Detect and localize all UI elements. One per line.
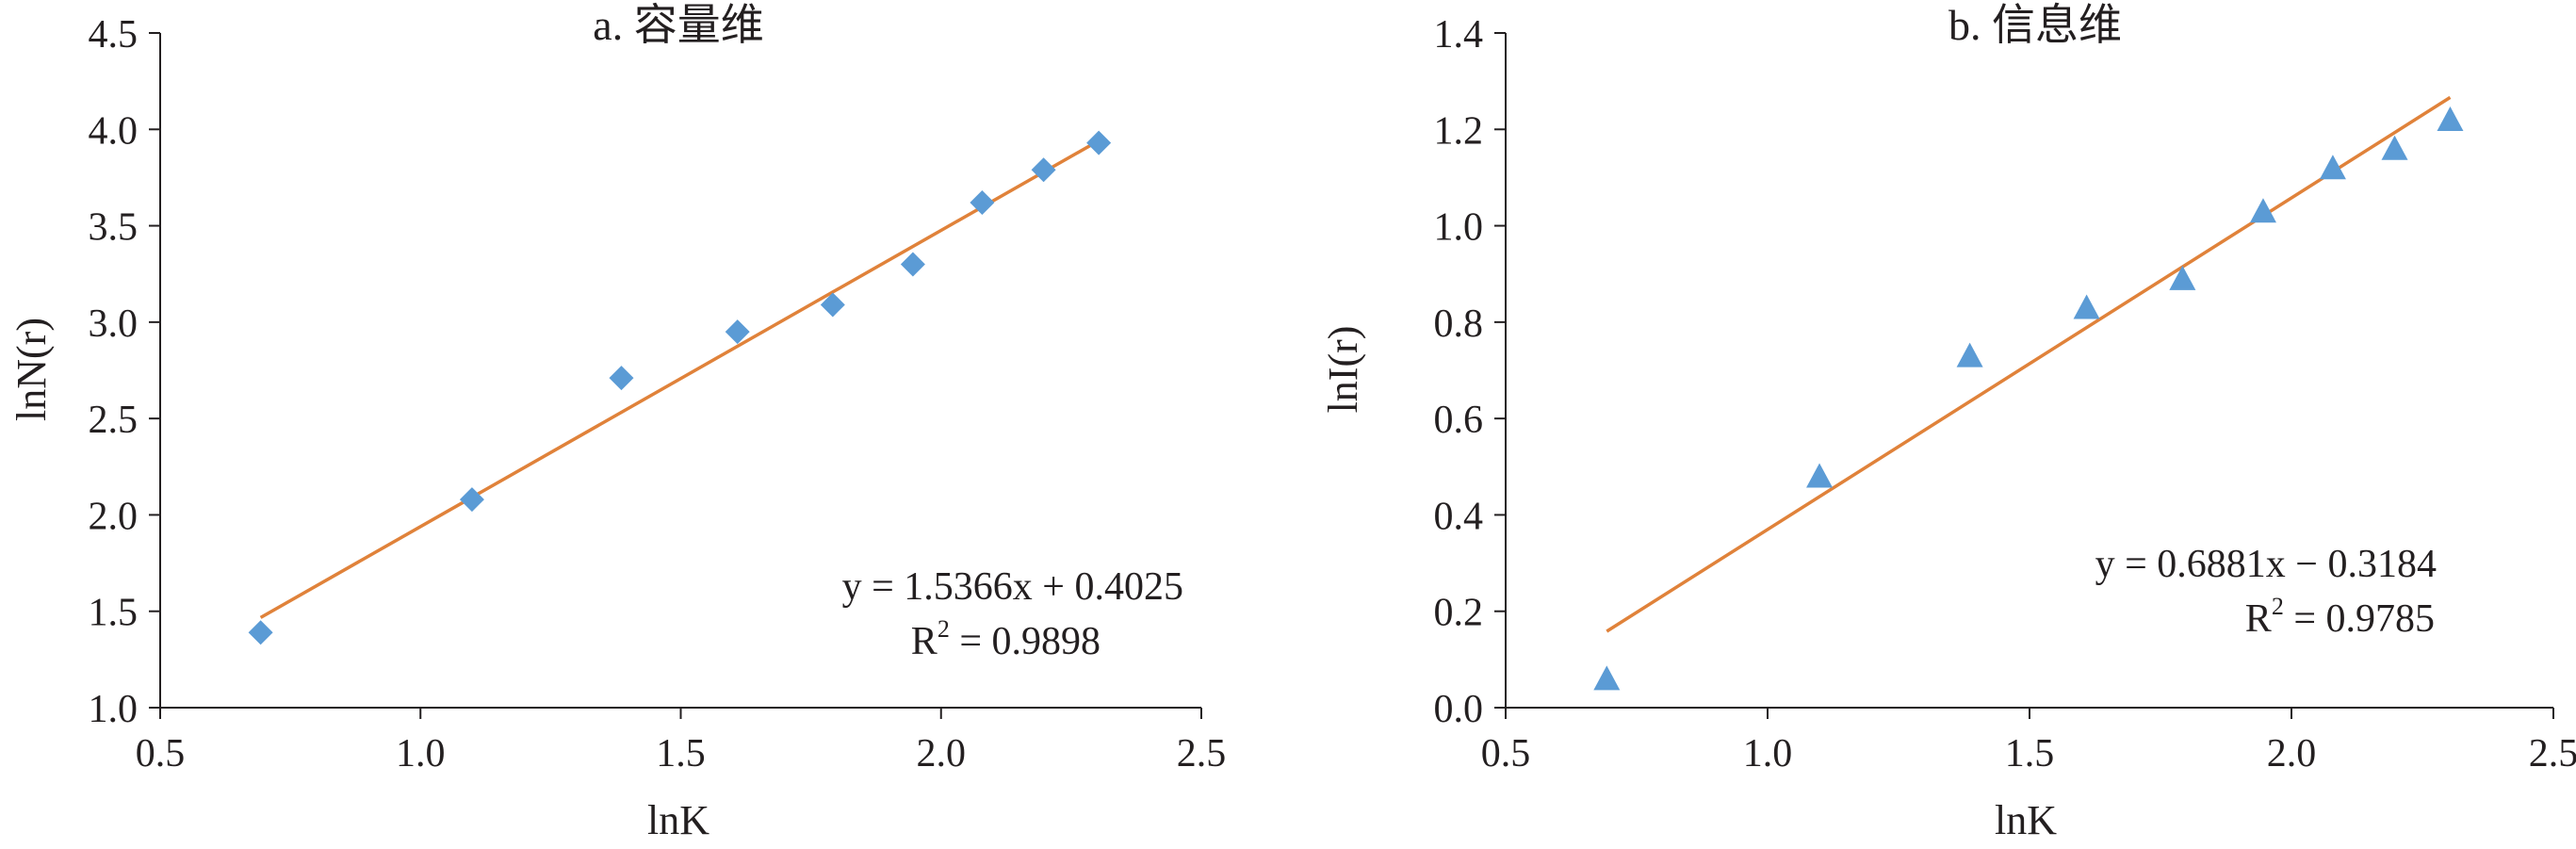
- chart-a-svg: a. 容量维 lnK lnN(r) y = 1.5366x + 0.4025 R…: [8, 1, 1227, 843]
- y-tick-label: 1.0: [1434, 206, 1484, 250]
- r-squared-label: R2 = 0.9898: [911, 615, 1101, 663]
- data-point: [2319, 155, 2346, 180]
- x-tick-label: 0.5: [1481, 732, 1531, 776]
- x-tick-label: 1.5: [2005, 732, 2055, 776]
- x-tick-label: 1.0: [1743, 732, 1793, 776]
- y-tick-label: 4.5: [89, 13, 139, 57]
- y-tick-label: 0.8: [1434, 302, 1484, 346]
- y-axis-label: lnN(r): [8, 318, 55, 421]
- trendline-equation: y = 0.6881x − 0.3184: [2095, 543, 2437, 586]
- y-tick-label: 3.5: [89, 206, 139, 250]
- y-tick-label: 0.6: [1434, 399, 1484, 442]
- y-tick-label: 1.5: [89, 592, 139, 635]
- y-tick-label: 0.4: [1434, 495, 1484, 538]
- chart-title: a. 容量维: [593, 1, 763, 49]
- data-point: [820, 292, 845, 318]
- trendline: [1606, 95, 2452, 633]
- x-tick-label: 0.5: [136, 732, 186, 776]
- chart-capacity-dimension: a. 容量维 lnK lnN(r) y = 1.5366x + 0.4025 R…: [0, 0, 1244, 849]
- y-tick-label: 0.2: [1434, 592, 1484, 635]
- y-tick-label: 3.0: [89, 302, 139, 346]
- x-tick-label: 1.0: [396, 732, 446, 776]
- data-point: [1956, 342, 1983, 367]
- y-tick-label: 1.4: [1434, 13, 1484, 57]
- data-point: [248, 620, 273, 645]
- data-point: [1031, 157, 1056, 183]
- data-point: [970, 190, 995, 216]
- r-squared-label: R2 = 0.9785: [2245, 593, 2435, 641]
- trendline: [259, 139, 1101, 619]
- x-tick-label: 2.5: [1177, 732, 1227, 776]
- x-tick-label: 1.5: [656, 732, 706, 776]
- x-axis-label: lnK: [1995, 797, 2057, 843]
- data-point: [2381, 135, 2408, 160]
- y-axis-label: lnI(r): [1320, 326, 1366, 414]
- y-tick-label: 0.0: [1434, 688, 1484, 731]
- data-point: [1593, 665, 1621, 691]
- x-tick-label: 2.0: [2267, 732, 2317, 776]
- data-point: [1086, 130, 1112, 155]
- x-axis-label: lnK: [647, 797, 709, 843]
- chart-b-svg: b. 信息维 lnK lnI(r) y = 0.6881x − 0.3184 R…: [1320, 1, 2576, 843]
- chart-information-dimension: b. 信息维 lnK lnI(r) y = 0.6881x − 0.3184 R…: [1310, 0, 2576, 849]
- y-tick-label: 2.0: [89, 495, 139, 538]
- chart-title: b. 信息维: [1948, 1, 2122, 49]
- data-point: [609, 366, 634, 391]
- x-tick-label: 2.0: [917, 732, 967, 776]
- data-point: [459, 487, 484, 513]
- x-tick-label: 2.5: [2529, 732, 2576, 776]
- data-point: [725, 319, 750, 345]
- y-tick-label: 1.0: [89, 688, 139, 731]
- data-point: [1806, 463, 1834, 488]
- data-point: [2169, 265, 2196, 290]
- data-point: [900, 252, 925, 277]
- data-point: [2073, 294, 2100, 319]
- y-tick-label: 2.5: [89, 399, 139, 442]
- y-tick-label: 4.0: [89, 109, 139, 153]
- y-tick-label: 1.2: [1434, 109, 1484, 153]
- trendline-equation: y = 1.5366x + 0.4025: [842, 565, 1183, 609]
- data-point: [2437, 106, 2464, 132]
- data-point: [2249, 198, 2276, 223]
